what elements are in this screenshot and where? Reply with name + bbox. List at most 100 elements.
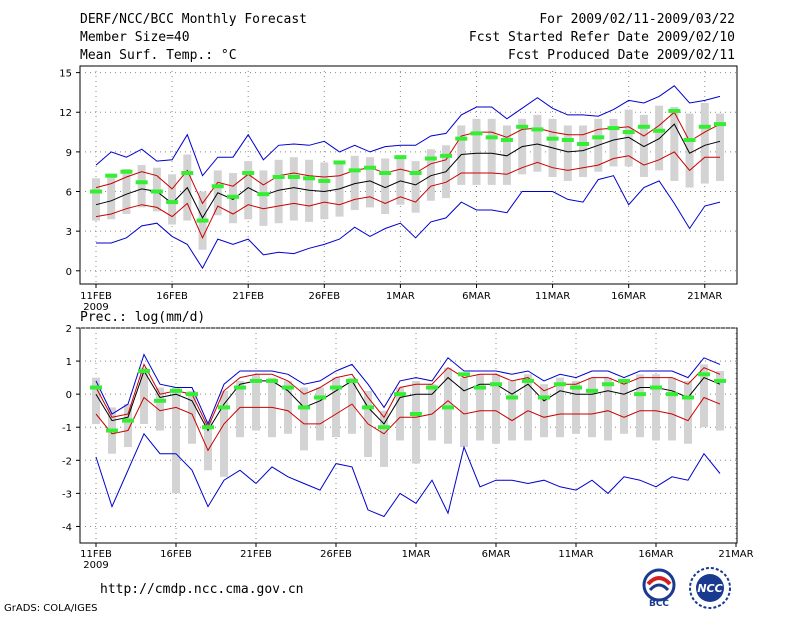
observed-marker <box>570 385 582 390</box>
observed-marker <box>474 385 486 390</box>
observed-marker <box>394 155 407 160</box>
x-tick-label: 16FEB <box>156 291 188 302</box>
ensemble-box <box>92 178 100 221</box>
x-tick-label: 16MAR <box>638 549 673 560</box>
observed-marker <box>516 124 529 129</box>
upper-line <box>95 363 721 429</box>
observed-marker <box>410 412 422 416</box>
min-line <box>96 175 721 270</box>
ensemble-box <box>716 113 724 181</box>
observed-marker <box>122 418 134 423</box>
ensemble-box <box>670 106 679 181</box>
observed-marker <box>170 388 182 393</box>
observed-marker <box>150 189 163 194</box>
observed-marker <box>485 135 498 140</box>
ensemble-box <box>556 377 564 438</box>
observed-marker <box>330 385 342 390</box>
x-tick-label: 21FEB <box>240 549 272 560</box>
min-line <box>95 432 721 518</box>
observed-marker <box>470 131 483 136</box>
lower-line <box>95 151 720 239</box>
observed-marker <box>318 178 331 183</box>
x-tick-label: 21FEB <box>232 291 264 302</box>
observed-marker <box>426 385 438 390</box>
observed-marker <box>602 382 614 387</box>
ensemble-box <box>620 380 628 434</box>
ensemble-box <box>244 161 253 220</box>
observed-marker <box>683 137 696 142</box>
observed-marker <box>682 395 694 400</box>
x-tick-label: 26FEB <box>320 549 352 560</box>
observed-marker <box>106 428 118 433</box>
ensemble-box <box>604 377 612 441</box>
observed-marker <box>500 137 513 142</box>
ensemble-box <box>572 380 580 434</box>
plot-frame <box>79 65 738 285</box>
observed-marker <box>90 189 102 194</box>
observed-marker <box>561 137 574 142</box>
observed-marker <box>622 130 635 135</box>
ensemble-box <box>472 118 481 185</box>
observed-marker <box>522 378 534 383</box>
y-tick-label: 2 <box>66 324 72 335</box>
observed-marker <box>105 173 118 178</box>
observed-marker <box>218 405 230 410</box>
observed-marker <box>607 126 620 131</box>
ensemble-box <box>624 109 633 167</box>
ensemble-box <box>636 374 644 438</box>
observed-marker <box>592 135 605 140</box>
observed-marker <box>186 392 198 397</box>
y-tick-label: -3 <box>62 489 72 500</box>
source-url[interactable]: http://cmdp.ncc.cma.gov.cn <box>100 582 304 597</box>
ensemble-box <box>107 176 116 220</box>
ensemble-box <box>502 125 511 185</box>
observed-marker <box>554 382 566 387</box>
plot-frame <box>79 327 738 544</box>
observed-marker <box>333 160 346 165</box>
x-tick-label: 11MAR <box>558 549 593 560</box>
observed-marker <box>166 200 179 205</box>
ensemble-box <box>168 174 177 225</box>
ensemble-box <box>289 157 298 221</box>
ensemble-box <box>487 118 496 185</box>
ensemble-box <box>259 170 268 226</box>
observed-marker <box>506 395 518 400</box>
year-label: 2009 <box>83 302 108 313</box>
mean-line <box>95 123 721 219</box>
ensemble-box <box>124 404 132 448</box>
y-tick-label: -2 <box>62 456 72 467</box>
x-tick-label: 16MAR <box>611 291 646 302</box>
ensemble-box <box>540 384 548 438</box>
ensemble-box <box>460 377 468 448</box>
ensemble-box <box>684 380 692 444</box>
observed-marker <box>618 378 630 383</box>
ensemble-box <box>476 374 484 441</box>
observed-marker <box>266 378 278 383</box>
ensemble-box <box>320 162 329 220</box>
observed-marker <box>346 378 358 383</box>
ensemble-box <box>137 165 146 208</box>
ensemble-box <box>92 377 100 424</box>
forecast-produced-label: Fcst Produced Date 2009/02/11 <box>508 48 735 63</box>
y-tick-label: -4 <box>62 522 72 533</box>
y-tick-label: 1 <box>66 357 72 368</box>
ensemble-box <box>381 158 390 214</box>
observed-marker <box>394 392 406 397</box>
x-tick-label: 6MAR <box>462 291 491 302</box>
observed-marker <box>211 184 224 189</box>
observed-marker <box>698 124 711 129</box>
ensemble-box <box>122 169 131 214</box>
ensemble-box <box>396 387 404 441</box>
ensemble-box <box>533 114 542 172</box>
ensemble-box <box>316 387 324 441</box>
ensemble-box <box>220 390 228 477</box>
max-line <box>95 85 721 177</box>
observed-marker <box>379 171 392 176</box>
member-size-label: Member Size=40 <box>80 30 190 45</box>
y-tick-label: 0 <box>66 390 72 401</box>
ensemble-box <box>172 387 180 494</box>
observed-marker <box>298 405 310 410</box>
x-tick-label: 11MAR <box>535 291 570 302</box>
ensemble-box <box>411 161 420 213</box>
